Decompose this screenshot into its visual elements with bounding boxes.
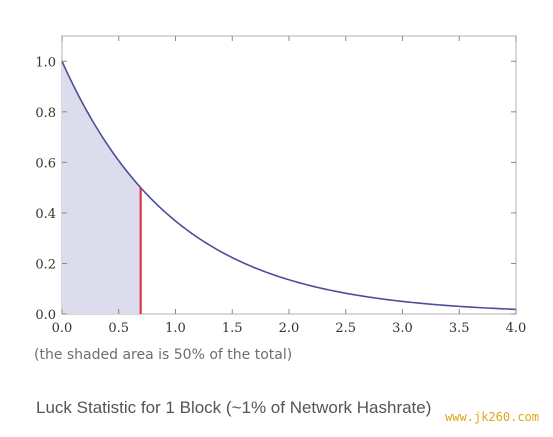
y-tick-label: 0.6 <box>35 156 56 171</box>
decay-curve <box>61 60 517 311</box>
x-tick-label: 3.0 <box>392 321 413 336</box>
x-tick-label: 3.5 <box>449 321 470 336</box>
x-tick-label: 4.0 <box>506 321 527 336</box>
y-tick-label: 0.8 <box>35 106 56 121</box>
shaded-area-note: (the shaded area is 50% of the total) <box>34 347 293 363</box>
y-tick-label: 1.0 <box>35 55 56 70</box>
figure-caption: Luck Statistic for 1 Block (~1% of Netwo… <box>36 398 432 417</box>
y-tick-label: 0.4 <box>35 207 56 222</box>
x-tick-label: 2.0 <box>279 321 300 336</box>
watermark: www.jk260.com <box>445 410 539 424</box>
x-tick-label: 2.5 <box>335 321 356 336</box>
x-axis-ticks: 0.0 0.5 1.0 1.5 2.0 2.5 3.0 3.5 4.0 <box>52 36 527 336</box>
shaded-area <box>62 61 141 314</box>
x-tick-label: 1.0 <box>165 321 186 336</box>
y-tick-label: 0.0 <box>35 308 56 323</box>
x-tick-label: 1.5 <box>222 321 243 336</box>
x-tick-label: 0.5 <box>108 321 129 336</box>
y-axis-ticks: 0.0 0.2 0.4 0.6 0.8 1.0 <box>35 55 516 323</box>
y-tick-label: 0.2 <box>35 257 56 272</box>
x-tick-label: 0.0 <box>52 321 73 336</box>
